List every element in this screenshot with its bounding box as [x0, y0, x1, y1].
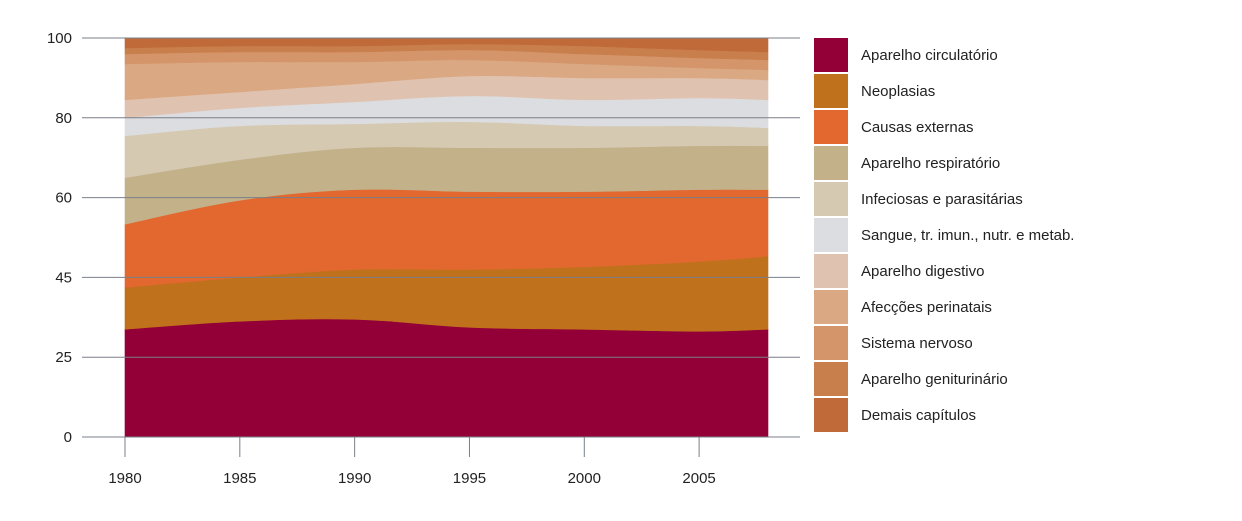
legend-swatch — [814, 74, 848, 108]
legend-label: Sangue, tr. imun., nutr. e metab. — [861, 227, 1074, 244]
y-tick-label: 60 — [55, 190, 72, 207]
legend-item-aparelho-digestivo: Aparelho digestivo — [814, 254, 984, 288]
legend-label: Aparelho digestivo — [861, 263, 984, 280]
y-tick-label: 45 — [55, 269, 72, 286]
x-tick-label: 1985 — [223, 470, 256, 487]
legend-swatch — [814, 326, 848, 360]
legend: Aparelho circulatório Neoplasias Causas ex… — [814, 38, 1074, 432]
legend-item-causas-externas: Causas externas — [814, 110, 974, 144]
legend-swatch — [814, 362, 848, 396]
legend-label: Neoplasias — [861, 83, 935, 100]
legend-label: Aparelho respiratório — [861, 155, 1000, 172]
legend-swatch — [814, 38, 848, 72]
x-tick-label: 2000 — [568, 470, 601, 487]
legend-swatch — [814, 146, 848, 180]
legend-label: Afecções perinatais — [861, 299, 992, 316]
y-tick-label: 80 — [55, 110, 72, 127]
legend-item-infeciosas-e-parasitarias: Infeciosas e parasitárias — [814, 182, 1023, 216]
legend-swatch — [814, 254, 848, 288]
legend-item-aparelho-geniturinario: Aparelho geniturinário — [814, 362, 1008, 396]
y-tick-label: 0 — [64, 429, 72, 446]
legend-swatch — [814, 182, 848, 216]
legend-item-sangue-tr-imun-nutr-e-metab: Sangue, tr. imun., nutr. e metab. — [814, 218, 1074, 252]
legend-item-demais-capitulos: Demais capítulos — [814, 398, 976, 432]
legend-label: Demais capítulos — [861, 407, 976, 424]
legend-label: Aparelho geniturinário — [861, 371, 1008, 388]
areas-layer — [124, 37, 769, 438]
x-tick-label: 1980 — [108, 470, 141, 487]
legend-swatch — [814, 218, 848, 252]
legend-label: Sistema nervoso — [861, 335, 973, 352]
legend-swatch — [814, 290, 848, 324]
legend-item-afeccoes-perinatais: Afecções perinatais — [814, 290, 992, 324]
legend-swatch — [814, 398, 848, 432]
y-tick-label: 100 — [47, 30, 72, 47]
x-tick-label: 2005 — [682, 470, 715, 487]
legend-label: Aparelho circulatório — [861, 47, 998, 64]
legend-swatch — [814, 110, 848, 144]
legend-item-sistema-nervoso: Sistema nervoso — [814, 326, 973, 360]
x-tick-label: 1995 — [453, 470, 486, 487]
y-tick-label: 25 — [55, 349, 72, 366]
legend-item-aparelho-circulatorio: Aparelho circulatório — [814, 38, 998, 72]
grid-layer — [82, 37, 800, 438]
x-axis: 1980 1985 1990 1995 2000 2005 — [108, 437, 716, 487]
legend-label: Causas externas — [861, 119, 974, 136]
legend-item-neoplasias: Neoplasias — [814, 74, 935, 108]
legend-item-aparelho-respiratorio: Aparelho respiratório — [814, 146, 1000, 180]
x-tick-label: 1990 — [338, 470, 371, 487]
area-aparelho-circulatorio — [124, 318, 769, 438]
y-axis: 0 25 45 60 80 100 — [47, 30, 72, 446]
legend-label: Infeciosas e parasitárias — [861, 191, 1023, 208]
